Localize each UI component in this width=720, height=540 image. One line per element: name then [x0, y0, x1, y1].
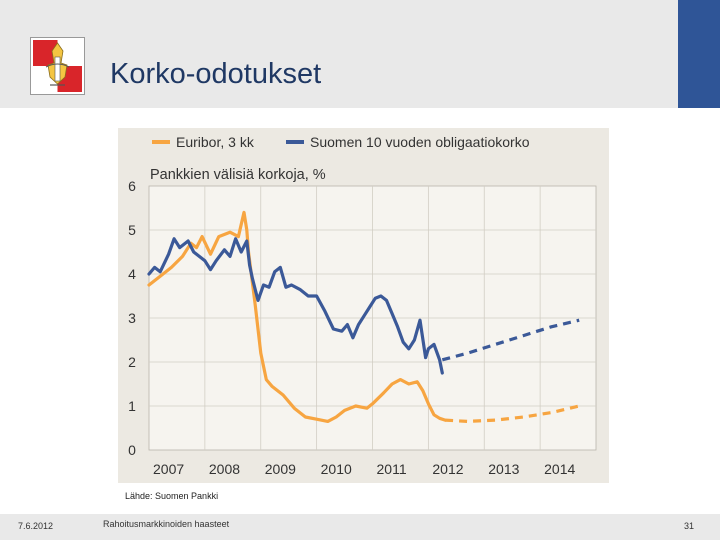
slide-title: Korko-odotukset — [110, 58, 322, 90]
x-tick-label: 2010 — [321, 461, 352, 477]
forecast-line — [441, 318, 580, 362]
slide-footer: 7.6.2012 Rahoitusmarkkinoiden haasteet 3… — [0, 514, 720, 540]
series-line — [147, 237, 444, 375]
y-tick-label: 0 — [128, 442, 136, 458]
x-tick-label: 2014 — [544, 461, 575, 477]
slide-header — [0, 0, 678, 108]
y-tick-label: 3 — [128, 310, 136, 326]
x-tick-label: 2013 — [488, 461, 519, 477]
x-tick-label: 2008 — [209, 461, 240, 477]
x-tick-label: 2012 — [432, 461, 463, 477]
source-note: Lähde: Suomen Pankki — [125, 491, 219, 501]
page-number: 31 — [683, 521, 694, 531]
line-chart: 0 1 2 3 4 5 6 2007 2008 2009 2010 2011 2012 2013 2014 P… — [128, 134, 597, 477]
header-accent-bar — [678, 0, 720, 108]
legend-label: Euribor, 3 kk — [176, 134, 255, 150]
coat-of-arms-logo — [30, 37, 85, 95]
chart-title: Pankkien välisiä korkoja, % — [150, 167, 326, 183]
x-tick-label: 2007 — [153, 461, 184, 477]
chart-panel: 0 1 2 3 4 5 6 2007 2008 2009 2010 2011 2012 2013 2014 P… — [118, 128, 609, 483]
x-tick-label: 2011 — [377, 461, 407, 477]
y-tick-label: 4 — [128, 266, 136, 282]
y-tick-label: 2 — [128, 354, 136, 370]
y-tick-label: 1 — [128, 398, 136, 414]
forecast-line — [445, 404, 580, 423]
series-line — [147, 210, 447, 423]
y-tick-label: 5 — [128, 222, 136, 238]
footer-date: 7.6.2012 — [18, 521, 54, 531]
legend-label: Suomen 10 vuoden obligaatiokorko — [310, 134, 530, 150]
x-tick-label: 2009 — [265, 461, 296, 477]
y-tick-label: 6 — [128, 178, 136, 194]
footer-title: Rahoitusmarkkinoiden haasteet — [103, 519, 230, 529]
